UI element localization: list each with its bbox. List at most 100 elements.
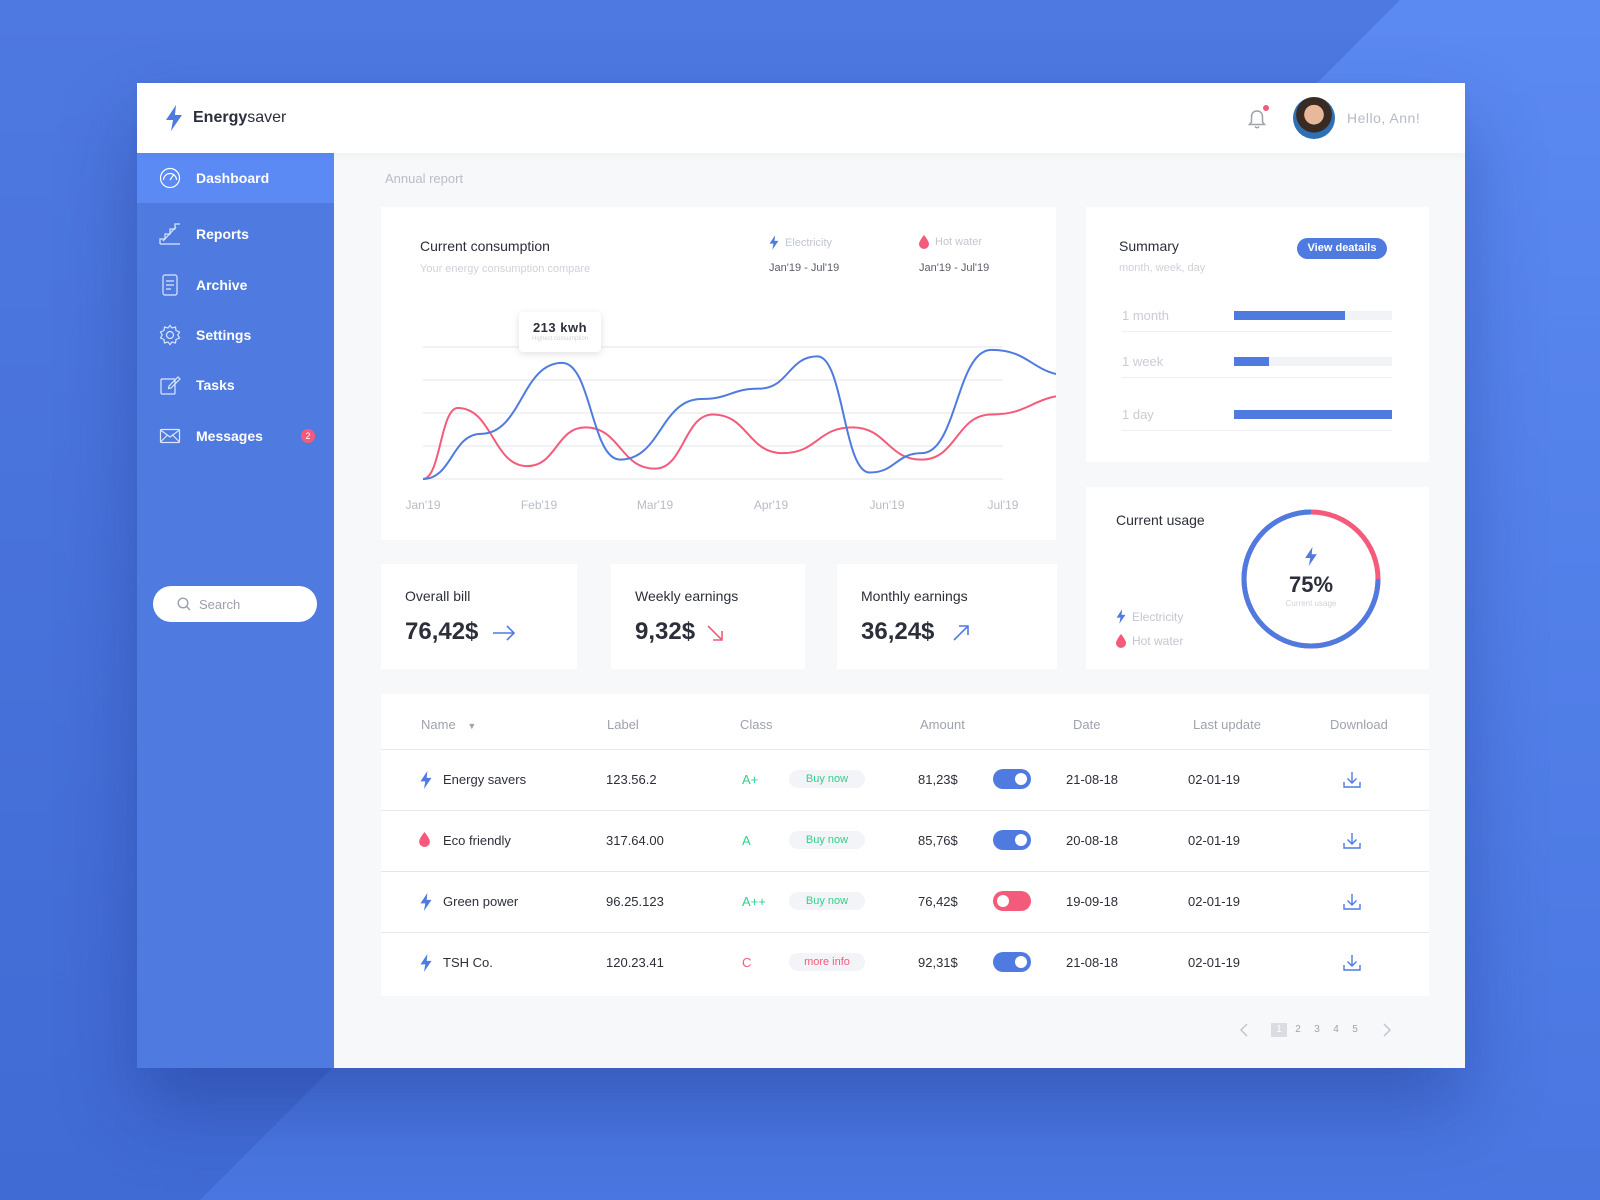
row-toggle[interactable]: [993, 952, 1031, 972]
sidebar-item-messages[interactable]: Messages 2: [137, 411, 334, 461]
envelope-icon: [159, 428, 181, 444]
summary-title: Summary: [1119, 238, 1179, 254]
x-tick-label: Mar'19: [637, 498, 674, 512]
x-tick-label: Jul'19: [988, 498, 1019, 512]
column-header-name[interactable]: Name ▼: [421, 717, 477, 732]
summary-bar-track: [1234, 311, 1392, 320]
sidebar-item-archive[interactable]: Archive: [137, 260, 334, 310]
series-line-electricity: [422, 348, 1056, 480]
arrow-down-right-icon: [707, 625, 723, 641]
tooltip-caption: Highest consumption: [531, 336, 589, 342]
bolt-icon: [769, 235, 779, 250]
stat-value: 9,32$: [635, 618, 696, 645]
row-class: C: [742, 955, 752, 970]
sidebar-item-label: Reports: [196, 226, 249, 242]
usage-title: Current usage: [1116, 512, 1205, 528]
search-input[interactable]: [199, 594, 309, 614]
bolt-icon: [1305, 547, 1317, 566]
summary-subtitle: month, week, day: [1119, 262, 1206, 274]
stat-overall-bill: Overall bill 76,42$: [381, 564, 577, 669]
download-icon[interactable]: [1341, 952, 1363, 974]
summary-row-day: 1 day: [1122, 407, 1392, 431]
view-details-button[interactable]: View deatails: [1297, 238, 1387, 259]
table-row[interactable]: Eco friendly 317.64.00 A Buy now 85,76$ 20-08…: [381, 811, 1429, 872]
drop-icon: [419, 832, 433, 850]
bell-icon[interactable]: [1247, 108, 1267, 130]
download-icon[interactable]: [1341, 891, 1363, 913]
column-header-label: Label: [607, 717, 639, 732]
sidebar-item-dashboard[interactable]: Dashboard: [137, 153, 334, 203]
bolt-icon: [419, 893, 433, 911]
consumption-title: Current consumption: [420, 238, 550, 254]
sidebar-item-label: Settings: [196, 327, 252, 343]
logo[interactable]: Energysaver: [165, 105, 286, 131]
summary-card: Summary month, week, day View deatails 1…: [1086, 207, 1429, 462]
download-icon[interactable]: [1341, 769, 1363, 791]
summary-row-week: 1 week: [1122, 354, 1392, 378]
bolt-logo-icon: [166, 105, 182, 131]
toggle-knob: [1015, 834, 1027, 846]
chevron-right-icon[interactable]: [1380, 1022, 1394, 1038]
sidebar-item-tasks[interactable]: Tasks: [137, 360, 334, 410]
toggle-knob: [997, 895, 1009, 907]
chart-stairs-icon: [159, 223, 180, 245]
row-class: A++: [742, 894, 766, 909]
row-last-update: 02-01-19: [1188, 955, 1241, 970]
table-row[interactable]: Energy savers 123.56.2 A+ Buy now 81,23$ 21-0…: [381, 750, 1429, 811]
bolt-icon: [419, 771, 433, 789]
search-box: [153, 586, 317, 622]
buy-now-button[interactable]: Buy now: [789, 770, 865, 788]
messages-count-badge: 2: [301, 429, 315, 443]
row-date: 19-09-18: [1066, 894, 1119, 909]
page-title: Annual report: [385, 171, 464, 186]
sidebar-item-reports[interactable]: Reports: [137, 209, 334, 259]
sidebar-item-settings[interactable]: Settings: [137, 310, 334, 360]
gear-icon: [159, 324, 181, 346]
column-header-date: Date: [1073, 717, 1101, 732]
x-tick-label: Apr'19: [754, 498, 789, 512]
stat-title: Monthly earnings: [861, 588, 968, 604]
header-divider: [381, 749, 1429, 750]
row-last-update: 02-01-19: [1188, 894, 1241, 909]
page-number[interactable]: 5: [1352, 1024, 1358, 1035]
row-amount: 76,42$: [918, 894, 958, 909]
x-tick-label: Jan'19: [406, 498, 441, 512]
page-number[interactable]: 3: [1314, 1024, 1320, 1035]
chevron-left-icon[interactable]: [1237, 1022, 1251, 1038]
x-tick-label: Feb'19: [521, 498, 558, 512]
avatar[interactable]: [1293, 97, 1335, 139]
row-last-update: 02-01-19: [1188, 833, 1241, 848]
bolt-icon: [1116, 609, 1126, 624]
legend-label: Hot water: [1132, 634, 1184, 648]
row-toggle[interactable]: [993, 769, 1031, 789]
summary-bar-track: [1234, 357, 1392, 366]
sidebar: Dashboard Reports Archive Settings: [137, 153, 334, 1068]
page-number[interactable]: 2: [1295, 1024, 1301, 1035]
table-row[interactable]: Green power 96.25.123 A++ Buy now 76,42$ 19-0…: [381, 872, 1429, 933]
column-header-last-update: Last update: [1193, 717, 1261, 732]
buy-now-button[interactable]: Buy now: [789, 831, 865, 849]
legend-electricity: Electricity: [769, 235, 832, 250]
row-label: 120.23.41: [606, 955, 664, 970]
stat-title: Overall bill: [405, 588, 471, 604]
page-number[interactable]: 4: [1333, 1024, 1339, 1035]
row-amount: 85,76$: [918, 833, 958, 848]
row-toggle[interactable]: [993, 830, 1031, 850]
row-class: A+: [742, 772, 759, 787]
row-date: 20-08-18: [1066, 833, 1119, 848]
x-tick-label: Jun'19: [870, 498, 905, 512]
legend-label: Electricity: [785, 236, 833, 249]
summary-bar-track: [1234, 410, 1392, 419]
download-icon[interactable]: [1341, 830, 1363, 852]
page-number[interactable]: 1: [1271, 1023, 1287, 1037]
row-label: 317.64.00: [606, 833, 664, 848]
series-line-hot-water: [422, 395, 1056, 480]
buy-now-button[interactable]: Buy now: [789, 892, 865, 910]
arrow-up-right-icon: [953, 625, 969, 641]
user-greeting: Hello, Ann!: [1347, 110, 1421, 126]
more-info-button[interactable]: more info: [789, 953, 865, 971]
row-toggle[interactable]: [993, 891, 1031, 911]
summary-row-label: 1 week: [1122, 354, 1164, 369]
